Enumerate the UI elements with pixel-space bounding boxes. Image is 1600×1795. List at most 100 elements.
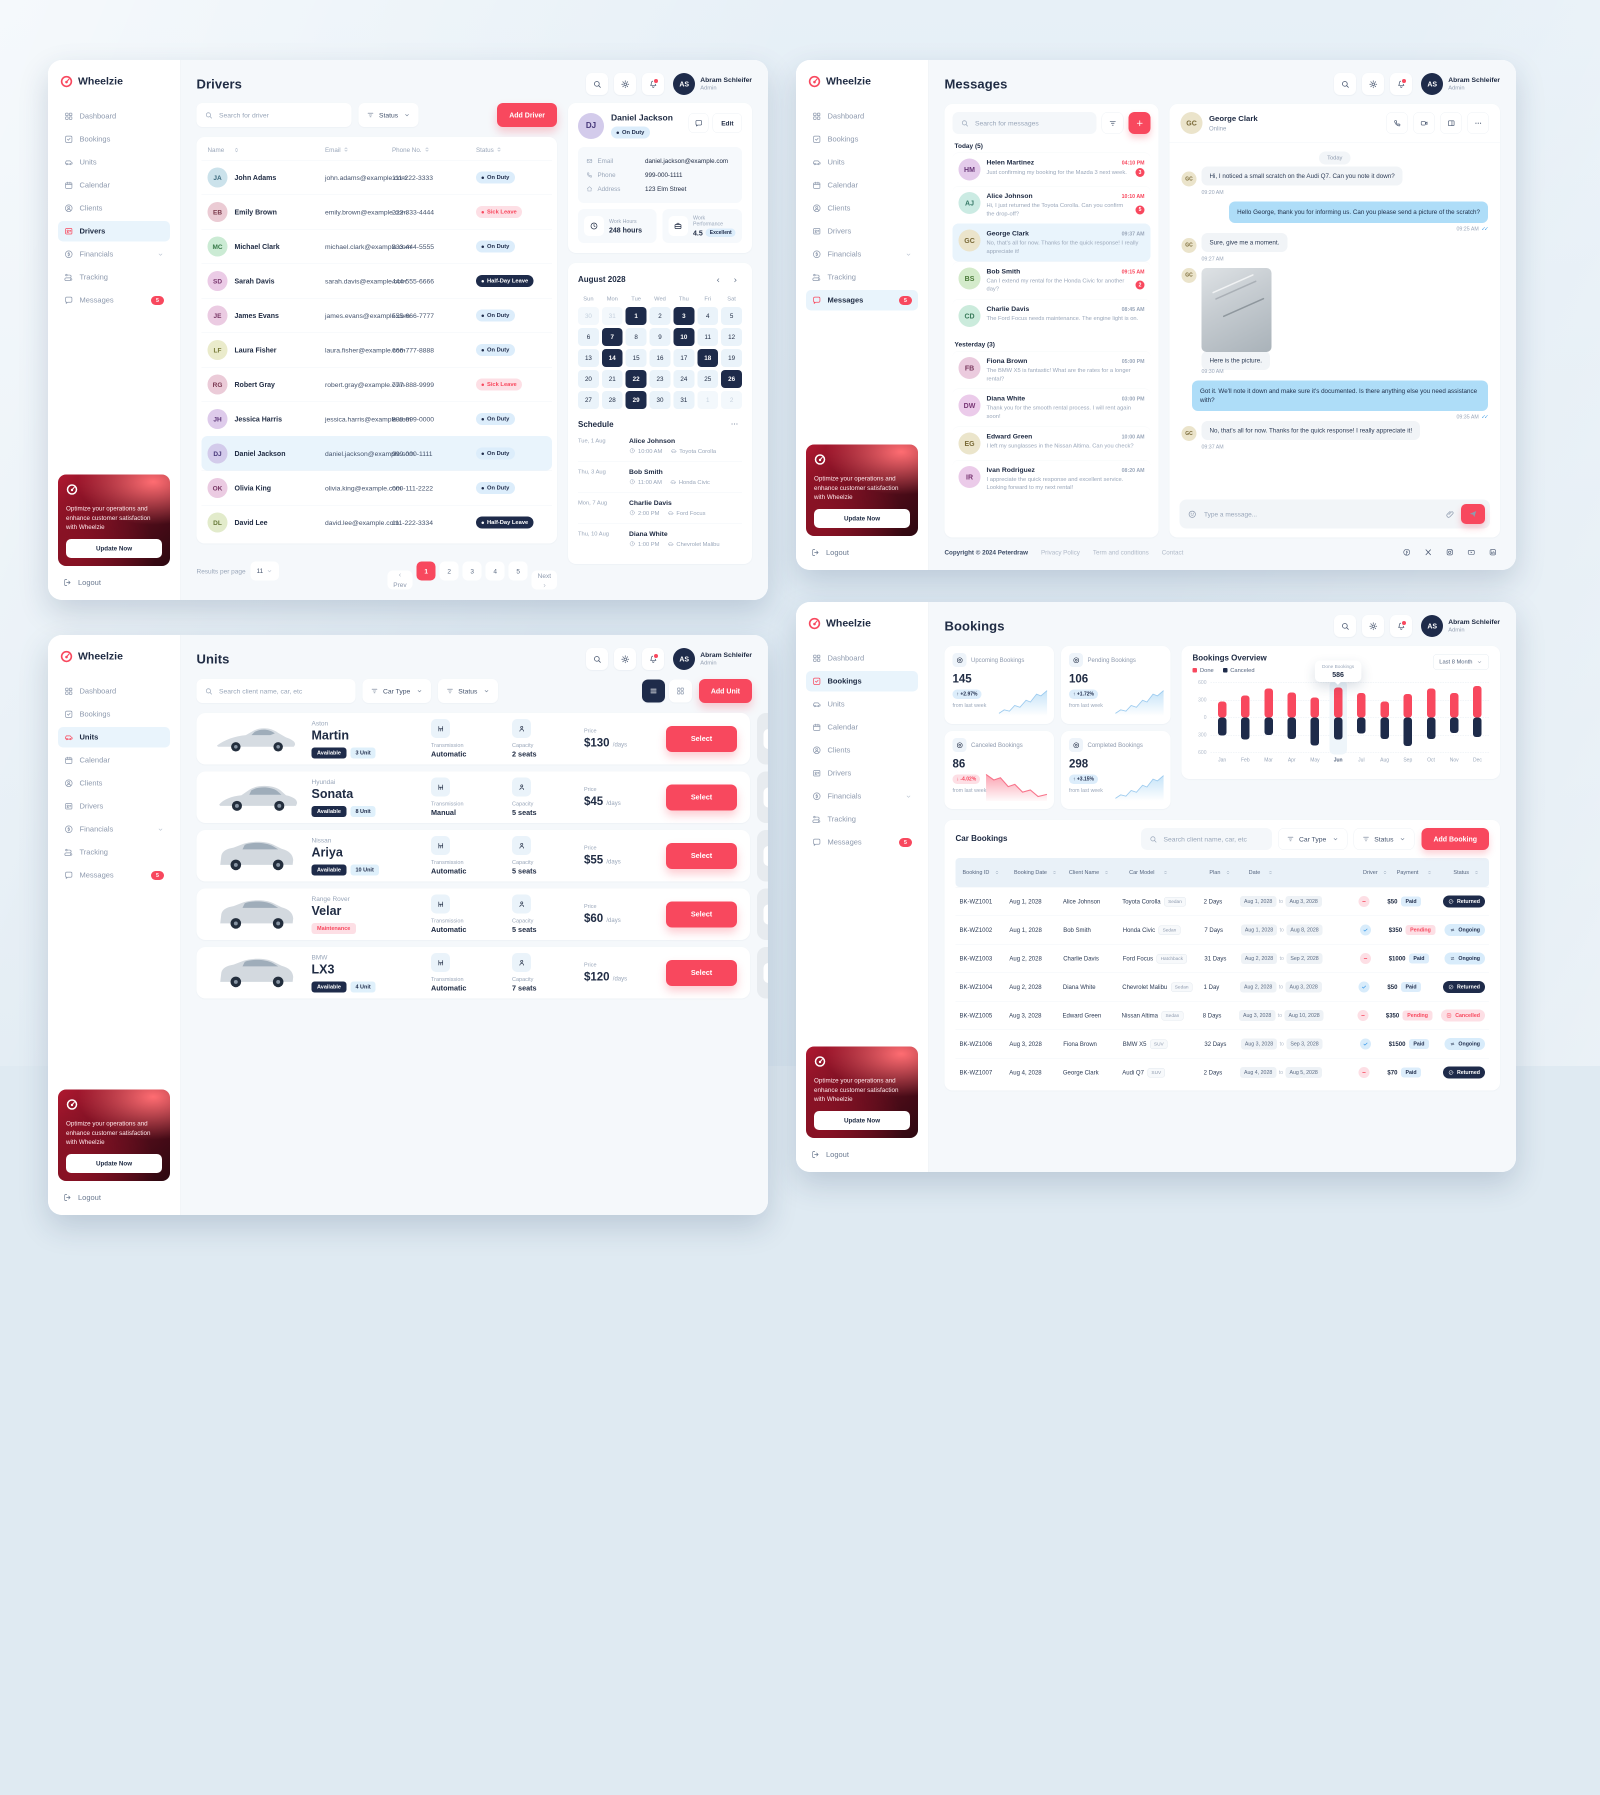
driver-search-input[interactable] — [218, 110, 344, 120]
calendar-day[interactable]: 18 — [697, 349, 719, 367]
unit-search-input[interactable] — [218, 686, 348, 696]
driver-search[interactable] — [196, 103, 352, 127]
notifications-button[interactable] — [1390, 615, 1413, 637]
video-call-button[interactable] — [1413, 112, 1435, 134]
bar-column[interactable] — [1234, 683, 1257, 753]
brand[interactable]: Wheelzie — [806, 75, 918, 88]
sidebar-item-calendar[interactable]: Calendar — [58, 750, 170, 771]
results-per-page-select[interactable]: 11 — [250, 561, 280, 581]
sidebar-item-calendar[interactable]: Calendar — [806, 717, 918, 738]
footer-link[interactable]: Privacy Policy — [1040, 548, 1080, 556]
edit-button[interactable]: Edit — [712, 113, 742, 133]
sidebar-item-tracking[interactable]: Tracking — [58, 842, 170, 863]
prev-button[interactable]: Prev — [387, 570, 413, 590]
next-button[interactable]: Next — [531, 570, 557, 590]
settings-button[interactable] — [1362, 615, 1385, 637]
facebook-social-button[interactable] — [457, 600, 472, 601]
car-type-filter[interactable]: Car Type — [362, 679, 431, 703]
calendar-day[interactable]: 24 — [673, 370, 695, 388]
calendar-day[interactable]: 8 — [625, 328, 647, 346]
sidebar-item-clients[interactable]: Clients — [58, 198, 170, 219]
chat-menu-button[interactable] — [1467, 112, 1489, 134]
calendar-day[interactable]: 11 — [697, 328, 719, 346]
table-row[interactable]: JA John Adams john.adams@example.com 111-… — [201, 160, 552, 195]
brand[interactable]: Wheelzie — [806, 617, 918, 630]
sidebar-item-drivers[interactable]: Drivers — [58, 221, 170, 242]
footer-link[interactable]: Term and conditions — [1092, 548, 1149, 556]
calendar-day[interactable]: 28 — [601, 391, 623, 409]
sidebar-item-tracking[interactable]: Tracking — [806, 267, 918, 288]
youtube-social-button[interactable] — [1464, 548, 1479, 558]
calendar-day[interactable]: 30 — [649, 391, 671, 409]
sidebar-item-dashboard[interactable]: Dashboard — [58, 106, 170, 127]
calendar-day[interactable]: 1 — [697, 391, 719, 409]
logout-button[interactable]: Logout — [58, 578, 170, 587]
select-button[interactable]: Select — [666, 725, 737, 752]
sidebar-item-units[interactable]: Units — [806, 152, 918, 173]
search-button[interactable] — [586, 648, 609, 670]
booking-row[interactable]: BK-WZ1002 Aug 1, 2028 Bob Smith Honda Ci… — [955, 915, 1489, 945]
youtube-social-button[interactable] — [521, 600, 536, 601]
calendar-prev-button[interactable] — [711, 273, 725, 287]
sidebar-item-clients[interactable]: Clients — [806, 198, 918, 219]
schedule-item[interactable]: Tue, 1 Aug Alice Johnson 10:00 AM Toyota… — [578, 431, 742, 462]
calendar-day[interactable]: 31 — [601, 307, 623, 325]
logout-button[interactable]: Logout — [58, 1193, 170, 1202]
sidebar-item-messages[interactable]: Messages 5 — [58, 290, 170, 311]
page-button[interactable]: 4 — [485, 561, 505, 581]
booking-search-input[interactable] — [1162, 834, 1265, 844]
table-row[interactable]: EB Emily Brown emily.brown@example.com 22… — [201, 194, 552, 230]
booking-row[interactable]: BK-WZ1004 Aug 2, 2028 Diana White Chevro… — [955, 972, 1489, 1002]
bar-column[interactable] — [1327, 680, 1350, 755]
table-row[interactable]: MC Michael Clark michael.clark@example.co… — [201, 229, 552, 264]
sidebar-item-financials[interactable]: Financials — [806, 786, 918, 807]
calendar-day[interactable]: 16 — [649, 349, 671, 367]
sidebar-item-calendar[interactable]: Calendar — [806, 175, 918, 196]
calendar-day[interactable]: 17 — [673, 349, 695, 367]
calendar-day[interactable]: 23 — [649, 370, 671, 388]
booking-search[interactable] — [1141, 828, 1273, 850]
calendar-day[interactable]: 31 — [673, 391, 695, 409]
notifications-button[interactable] — [642, 73, 665, 95]
calendar-day[interactable]: 7 — [601, 328, 623, 346]
bar-column[interactable] — [1466, 683, 1489, 753]
add-driver-button[interactable]: Add Driver — [497, 103, 557, 127]
calendar-day[interactable]: 1 — [625, 307, 647, 325]
update-now-button[interactable]: Update Now — [66, 1154, 162, 1173]
edit-button[interactable]: Edit — [763, 904, 768, 925]
page-button[interactable]: 1 — [416, 561, 436, 581]
edit-button[interactable]: Edit — [763, 962, 768, 983]
settings-button[interactable] — [1362, 73, 1385, 95]
view-grid-button[interactable] — [668, 679, 692, 703]
call-button[interactable] — [1386, 112, 1408, 134]
sidebar-item-dashboard[interactable]: Dashboard — [806, 648, 918, 669]
user-chip[interactable]: AS Abram Schleifer Admin — [673, 73, 752, 95]
sidebar-item-clients[interactable]: Clients — [58, 773, 170, 794]
table-row[interactable]: JE James Evans james.evans@example.com 55… — [201, 298, 552, 333]
sidebar-item-messages[interactable]: Messages 5 — [806, 290, 918, 311]
bar-column[interactable] — [1280, 683, 1303, 753]
x-social-button[interactable] — [1421, 548, 1436, 558]
facebook-social-button[interactable] — [1400, 548, 1415, 558]
new-message-button[interactable] — [1128, 112, 1151, 134]
edit-button[interactable]: Edit — [763, 787, 768, 808]
update-now-button[interactable]: Update Now — [814, 509, 910, 528]
table-row[interactable]: JH Jessica Harris jessica.harris@example.… — [201, 401, 552, 437]
edit-button[interactable]: Edit — [763, 728, 768, 749]
bar-column[interactable] — [1419, 683, 1442, 753]
user-chip[interactable]: AS Abram Schleifer Admin — [1421, 73, 1500, 95]
calendar-day[interactable]: 15 — [625, 349, 647, 367]
logout-button[interactable]: Logout — [806, 548, 918, 557]
bar-column[interactable] — [1443, 683, 1466, 753]
select-button[interactable]: Select — [666, 784, 737, 811]
status-filter[interactable]: Status — [437, 679, 498, 703]
conversation-item[interactable]: GC George Clark 09:37 AM No, that's all … — [952, 223, 1151, 262]
sidebar-item-units[interactable]: Units — [58, 727, 170, 748]
message-filter-button[interactable] — [1101, 112, 1124, 134]
sidebar-item-dashboard[interactable]: Dashboard — [58, 681, 170, 702]
sidebar-item-bookings[interactable]: Bookings — [806, 671, 918, 692]
select-button[interactable]: Select — [666, 901, 737, 928]
sidebar-item-financials[interactable]: Financials — [58, 819, 170, 840]
logout-button[interactable]: Logout — [806, 1150, 918, 1159]
x-social-button[interactable] — [478, 600, 493, 601]
